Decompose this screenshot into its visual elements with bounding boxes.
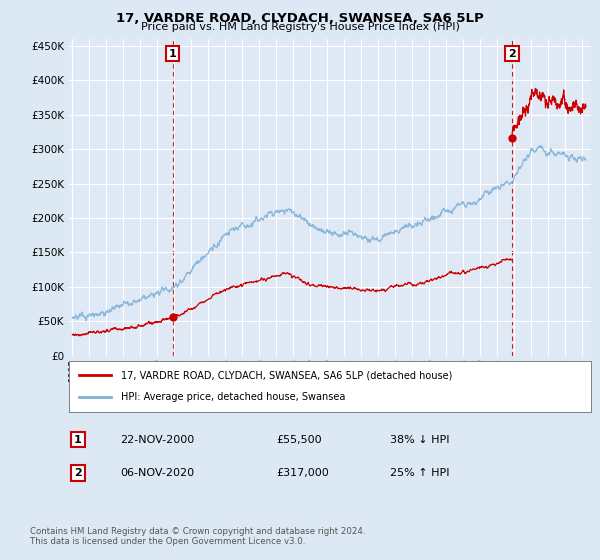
Text: 1: 1 xyxy=(169,49,176,59)
Text: 38% ↓ HPI: 38% ↓ HPI xyxy=(390,435,449,445)
Text: Contains HM Land Registry data © Crown copyright and database right 2024.
This d: Contains HM Land Registry data © Crown c… xyxy=(30,526,365,546)
Text: HPI: Average price, detached house, Swansea: HPI: Average price, detached house, Swan… xyxy=(121,393,346,403)
Text: 1: 1 xyxy=(74,435,82,445)
Text: 25% ↑ HPI: 25% ↑ HPI xyxy=(390,468,449,478)
Text: £55,500: £55,500 xyxy=(276,435,322,445)
Text: 2: 2 xyxy=(74,468,82,478)
Text: 22-NOV-2000: 22-NOV-2000 xyxy=(120,435,194,445)
Text: 17, VARDRE ROAD, CLYDACH, SWANSEA, SA6 5LP: 17, VARDRE ROAD, CLYDACH, SWANSEA, SA6 5… xyxy=(116,12,484,25)
Text: 2: 2 xyxy=(508,49,516,59)
Text: 06-NOV-2020: 06-NOV-2020 xyxy=(120,468,194,478)
Text: Price paid vs. HM Land Registry's House Price Index (HPI): Price paid vs. HM Land Registry's House … xyxy=(140,22,460,32)
Text: 17, VARDRE ROAD, CLYDACH, SWANSEA, SA6 5LP (detached house): 17, VARDRE ROAD, CLYDACH, SWANSEA, SA6 5… xyxy=(121,370,452,380)
Text: £317,000: £317,000 xyxy=(276,468,329,478)
